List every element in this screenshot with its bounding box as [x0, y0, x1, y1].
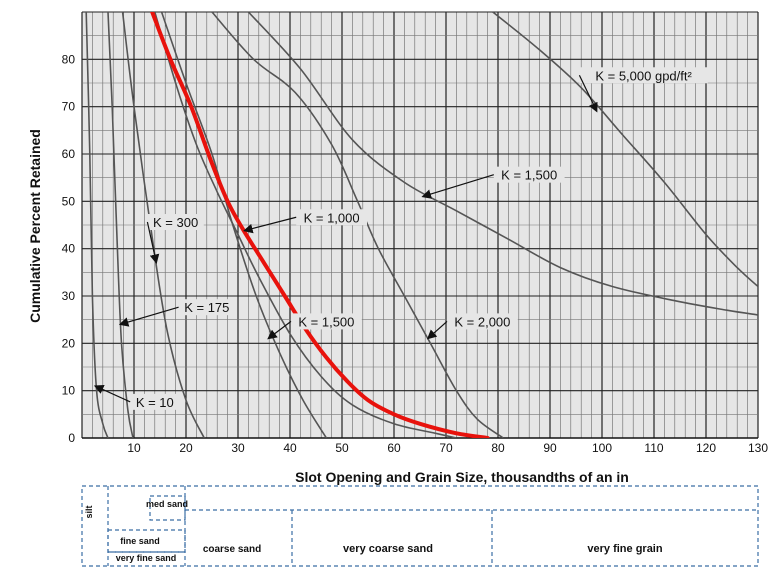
annotation-label: K = 1,500 [298, 314, 354, 329]
annotation-box [147, 214, 204, 230]
annotation-label: K = 2,000 [454, 314, 510, 329]
grain-scale-label: fine sand [120, 536, 160, 546]
x-tick-label: 80 [491, 441, 505, 455]
y-tick-label: 80 [62, 52, 76, 66]
x-tick-label: 130 [748, 441, 768, 455]
series-line [211, 12, 504, 438]
x-tick-label: 60 [387, 441, 401, 455]
y-axis-label: Cumulative Percent Retained [27, 129, 43, 323]
y-tick-label: 20 [62, 336, 76, 350]
annotation-box [493, 166, 565, 183]
annotation-arrow [267, 320, 292, 340]
med-sand-box [149, 495, 186, 521]
tick-labels: 10 20 30 40 50 60 70 80 90 100 110 120 130 0 10 20 30 40 5… [62, 52, 769, 455]
series-line [121, 12, 205, 438]
y-tick-label: 60 [62, 147, 76, 161]
grain-scale-label: very fine grain [587, 543, 662, 555]
x-tick-label: 100 [592, 441, 612, 455]
series-line [492, 12, 758, 288]
grain-scale-label: silt [84, 505, 94, 518]
grain-size-scale: silt fine sand very fine sand med sand coars… [81, 485, 759, 567]
annotation-arrow [93, 385, 131, 403]
series-line [85, 12, 109, 438]
x-tick-label: 120 [696, 441, 716, 455]
annotation-arrow [243, 216, 297, 234]
x-tick-label: 90 [543, 441, 557, 455]
annotation-box [579, 67, 708, 84]
x-tick-label: 40 [283, 441, 297, 455]
annotation-box [447, 313, 518, 330]
annotation-label: K = 300 [153, 215, 198, 230]
grain-scale-label: very fine sand [116, 553, 177, 563]
annotation-arrow [426, 320, 448, 340]
x-tick-label: 110 [644, 441, 663, 455]
annotations: K = 10 K = 175 K = 300 K = 1,000 K = 1,500 K … [93, 67, 708, 410]
grain-scale-label: very coarse sand [343, 543, 433, 555]
annotation-arrow [421, 174, 494, 199]
annotation-box [178, 299, 235, 316]
grain-scale-label: med sand [146, 499, 188, 509]
grain-scale-label: coarse sand [203, 544, 261, 555]
series-line [160, 12, 328, 438]
x-tick-label: 30 [231, 441, 245, 455]
curves [85, 12, 758, 438]
y-tick-label: 40 [62, 242, 76, 256]
annotation-label: K = 1,000 [304, 210, 360, 225]
annotation-label: K = 5,000 gpd/ft² [595, 68, 692, 83]
series-line [154, 12, 457, 438]
annotation-label: K = 1,500 [501, 168, 557, 183]
x-tick-label: 70 [439, 441, 453, 455]
x-tick-label: 20 [179, 441, 193, 455]
x-axis-label: Slot Opening and Grain Size, thousandths… [295, 469, 629, 485]
annotation-arrow [578, 75, 598, 113]
annotation-box [296, 209, 367, 226]
y-tick-label: 0 [68, 431, 75, 445]
annotation-arrow [118, 306, 179, 327]
annotation-label: K = 175 [184, 300, 229, 315]
series-line [107, 12, 134, 438]
y-tick-label: 70 [62, 100, 76, 114]
annotation-box [130, 393, 180, 410]
highlight-series-line [150, 12, 490, 438]
scale-frame [81, 485, 759, 567]
y-tick-label: 30 [62, 289, 76, 303]
x-tick-label: 10 [127, 441, 141, 455]
fine-sand-box [107, 529, 186, 553]
x-tick-label: 50 [335, 441, 349, 455]
y-tick-label: 50 [62, 194, 76, 208]
annotation-box [291, 313, 362, 330]
annotation-arrow [146, 221, 160, 265]
y-tick-label: 10 [62, 384, 76, 398]
series-line [247, 12, 758, 316]
annotation-label: K = 10 [136, 395, 174, 410]
